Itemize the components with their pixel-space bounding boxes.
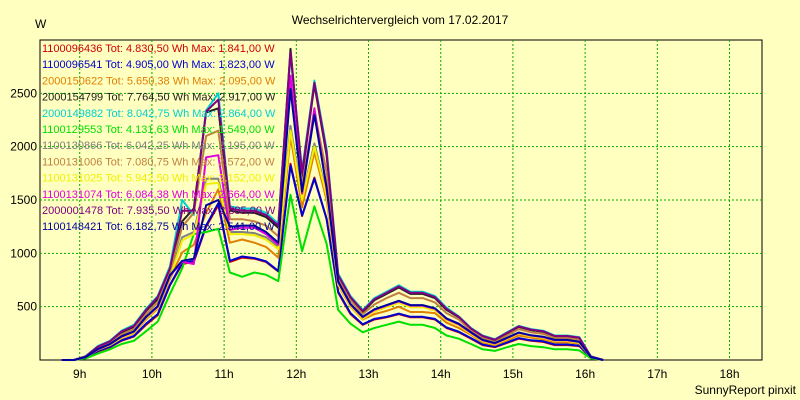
series-line-1100131006 — [61, 84, 604, 361]
y-tick-label: 2500 — [10, 86, 37, 100]
series-lines — [61, 47, 604, 361]
y-tick-label: 1000 — [10, 246, 37, 260]
legend-entry-1100131006: 1100131006 Tot: 7.080,75 Wh Max: 2.572,0… — [42, 156, 275, 168]
legend-entry-1100131074: 1100131074 Tot: 6.084,38 Wh Max: 2.664,0… — [42, 189, 275, 201]
legend-entry-2000150622: 2000150622 Tot: 5.650,38 Wh Max: 2.095,0… — [42, 75, 276, 87]
x-tick-label: 15h — [503, 367, 523, 381]
x-tick-label: 10h — [142, 367, 162, 381]
y-tick-label: 2000 — [10, 140, 37, 154]
axis-ticks: 500 1000 1500 2000 2500 9h 10h 11h 12h 13h 14h 15h 1… — [10, 86, 739, 381]
x-tick-label: 9h — [73, 367, 86, 381]
legend-entry-2000154799: 2000154799 Tot: 7.764,50 Wh Max: 2.917,0… — [42, 92, 276, 104]
x-tick-label: 13h — [358, 367, 378, 381]
legend-entry-1100130866: 1100130866 Tot: 6.042,25 Wh Max: 2.195,0… — [42, 140, 275, 152]
legend-entry-2000001478: 2000001478 Tot: 7.935,50 Wh Max: 2.885,0… — [42, 205, 276, 217]
report-footer: SunnyReport pinxit — [695, 383, 797, 397]
chart-title: Wechselrichtervergleich vom 17.02.2017 — [292, 13, 509, 27]
y-axis-label: W — [35, 17, 47, 31]
x-tick-label: 18h — [719, 367, 739, 381]
x-tick-label: 17h — [647, 367, 667, 381]
x-tick-label: 12h — [286, 367, 306, 381]
x-tick-label: 14h — [431, 367, 451, 381]
x-tick-label: 11h — [215, 367, 234, 381]
y-tick-label: 1500 — [10, 193, 37, 207]
x-tick-label: 16h — [575, 367, 595, 381]
legend-entry-1100096436: 1100096436 Tot: 4.830,50 Wh Max: 1.841,0… — [42, 43, 275, 55]
y-tick-label: 500 — [17, 300, 37, 314]
legend-entry-1100096541: 1100096541 Tot: 4.905,00 Wh Max: 1.823,0… — [42, 59, 275, 71]
series-line-1100129553 — [61, 193, 604, 361]
legend: 1100096436 Tot: 4.830,50 Wh Max: 1.841,0… — [42, 43, 276, 233]
legend-entry-1100129553: 1100129553 Tot: 4.131,63 Wh Max: 1.549,0… — [42, 124, 275, 136]
series-line-1100148421 — [61, 88, 604, 361]
series-line-2000001478 — [61, 51, 604, 361]
legend-entry-1100131025: 1100131025 Tot: 5.942,50 Wh Max: 2.152,0… — [42, 173, 275, 185]
legend-entry-2000149882: 2000149882 Tot: 8.042,75 Wh Max: 2.864,0… — [42, 108, 276, 120]
legend-entry-1100148421: 1100148421 Tot: 6.182,75 Wh Max: 2.541,0… — [42, 221, 275, 233]
series-line-1100096541 — [61, 164, 604, 361]
